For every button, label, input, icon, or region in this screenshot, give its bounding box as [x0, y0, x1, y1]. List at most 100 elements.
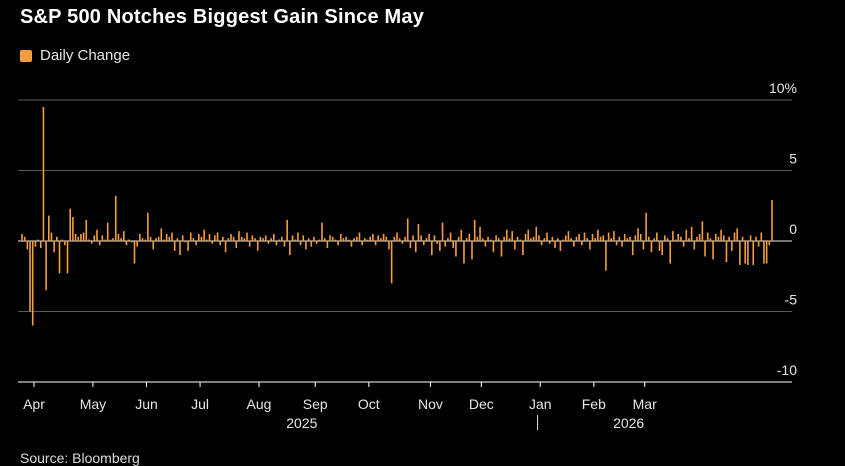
- y-axis-labels: 10% 5 0 -5 -10: [769, 80, 797, 378]
- data-bar: [757, 241, 760, 247]
- data-bar: [117, 233, 120, 241]
- data-bar: [696, 236, 698, 241]
- data-bar: [310, 241, 313, 247]
- data-bar: [487, 236, 489, 241]
- data-bar: [583, 232, 586, 241]
- data-bar: [388, 241, 390, 250]
- data-bar: [264, 235, 267, 241]
- data-bar: [96, 229, 98, 241]
- data-bar: [256, 241, 259, 251]
- data-bar: [93, 235, 96, 241]
- data-bar: [112, 238, 114, 241]
- data-bar: [747, 241, 749, 265]
- data-bar: [281, 236, 283, 241]
- data-bar: [141, 238, 144, 241]
- data-bar: [765, 241, 768, 264]
- data-bar: [656, 232, 658, 241]
- bars: [21, 107, 773, 326]
- data-bar: [88, 239, 90, 241]
- data-bar: [586, 238, 588, 241]
- data-bar: [709, 238, 712, 241]
- data-bar: [139, 233, 141, 241]
- legend: Daily Change: [20, 47, 130, 64]
- data-bar: [447, 238, 449, 241]
- data-bar: [412, 235, 414, 241]
- data-bar: [406, 218, 409, 241]
- data-bar: [254, 238, 256, 241]
- data-bar: [457, 236, 460, 241]
- data-bar: [219, 241, 222, 246]
- data-bar: [184, 241, 187, 243]
- data-bar: [364, 238, 366, 241]
- data-bar: [717, 236, 720, 241]
- x-tick-label: May: [80, 396, 106, 412]
- data-bar: [771, 200, 773, 241]
- data-bar: [163, 239, 165, 241]
- data-bar: [714, 233, 717, 241]
- data-bar: [752, 241, 755, 265]
- data-bar: [669, 241, 672, 264]
- data-bar: [331, 236, 334, 241]
- y-tick-label: 10%: [769, 80, 797, 96]
- data-bar: [532, 236, 535, 241]
- data-bar: [262, 238, 264, 241]
- data-bar: [409, 241, 412, 249]
- x-tick-label: Apr: [23, 396, 45, 412]
- data-bar: [374, 241, 377, 246]
- data-bar: [216, 232, 219, 241]
- data-bar: [479, 226, 481, 241]
- data-bar: [519, 239, 522, 241]
- data-bar: [275, 241, 278, 246]
- data-bar: [414, 241, 417, 253]
- data-bar: [712, 241, 714, 260]
- data-bar: [160, 228, 163, 241]
- data-bar: [524, 233, 527, 241]
- data-bar: [302, 235, 305, 241]
- data-bar: [589, 241, 591, 250]
- data-bar: [72, 217, 74, 241]
- data-bar: [171, 232, 173, 241]
- data-bar: [642, 241, 645, 250]
- data-bar: [484, 241, 487, 247]
- data-bar: [639, 233, 642, 241]
- data-bar: [530, 238, 532, 241]
- data-bar: [56, 236, 58, 241]
- data-bar: [731, 241, 733, 251]
- data-bar: [230, 233, 232, 241]
- data-bar: [554, 241, 556, 249]
- data-bar: [192, 238, 195, 241]
- data-bar: [307, 238, 310, 241]
- data-bar: [465, 238, 468, 241]
- data-bar: [179, 241, 181, 256]
- data-bar: [543, 238, 546, 241]
- data-bar: [173, 241, 176, 251]
- data-bar: [240, 236, 243, 241]
- data-bar: [581, 241, 583, 246]
- data-bar: [693, 241, 696, 250]
- data-bar: [283, 241, 286, 247]
- data-bar: [463, 241, 465, 264]
- data-bar: [548, 241, 551, 244]
- data-bar: [289, 241, 291, 256]
- data-bar: [305, 241, 307, 250]
- data-bar: [672, 231, 674, 241]
- data-bar: [511, 231, 513, 241]
- data-bar: [417, 224, 420, 241]
- data-bar: [433, 235, 436, 241]
- data-bar: [318, 239, 321, 241]
- data-bar: [195, 241, 197, 246]
- data-bar: [682, 241, 685, 247]
- data-bar: [366, 239, 369, 241]
- data-bar: [168, 236, 171, 241]
- data-bar: [152, 241, 155, 250]
- data-bar: [353, 238, 355, 241]
- data-bar: [232, 236, 235, 241]
- data-bar: [313, 236, 315, 241]
- data-bar: [744, 241, 747, 264]
- data-bar: [34, 241, 37, 247]
- data-bar: [114, 195, 117, 241]
- data-bar: [291, 235, 294, 241]
- data-bar: [634, 235, 637, 241]
- data-bar: [594, 238, 597, 241]
- data-bar: [200, 236, 203, 241]
